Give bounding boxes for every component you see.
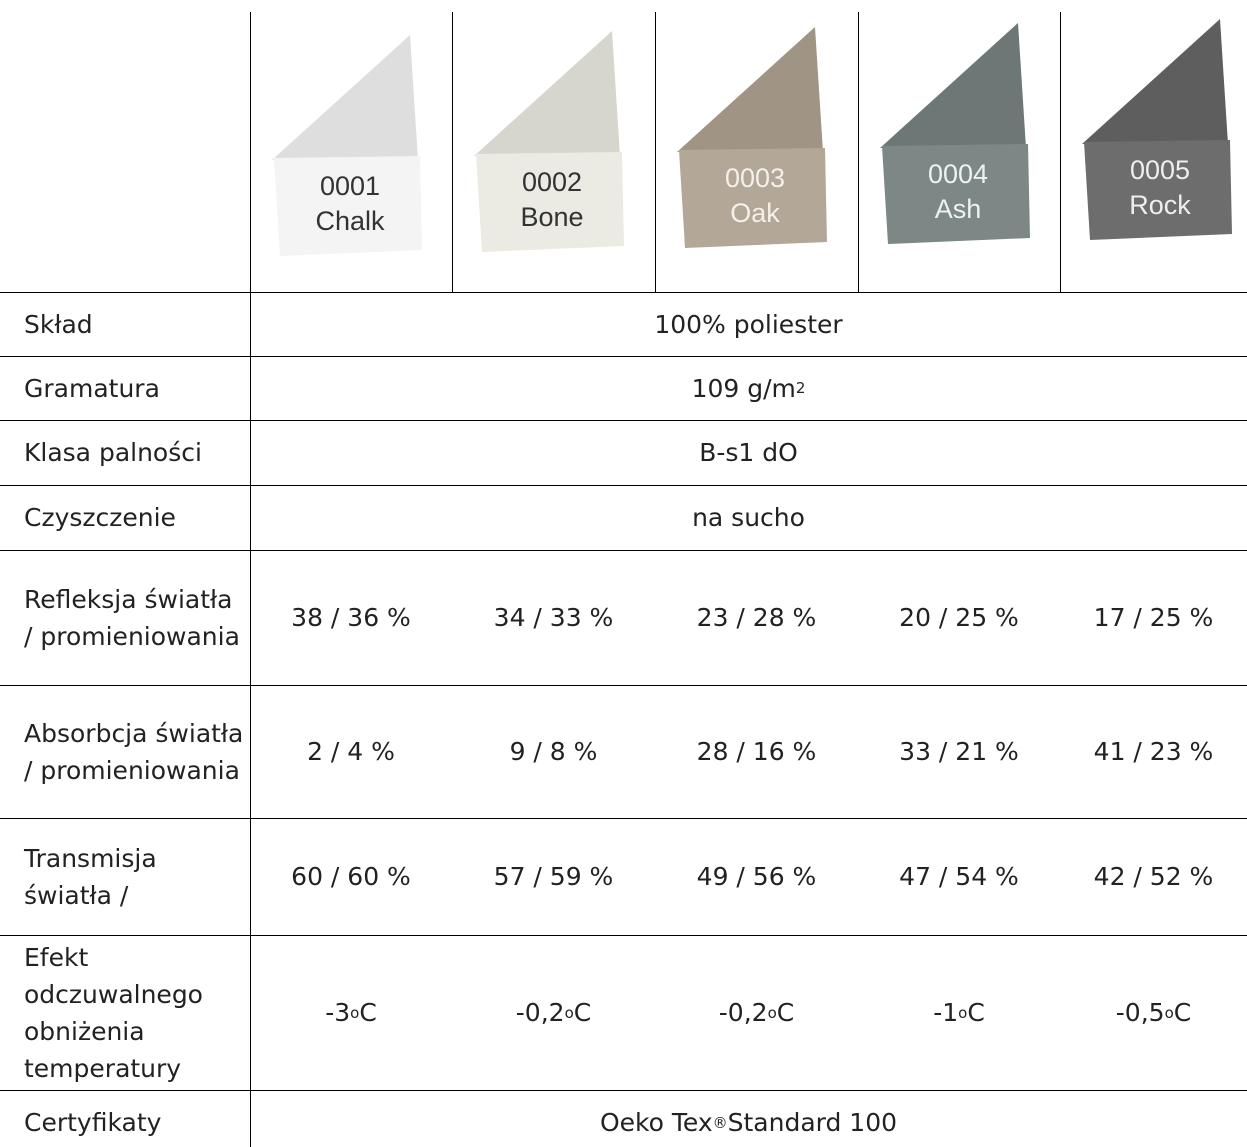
- value-cell: 47 / 54 %: [899, 862, 1019, 891]
- text-part: Standard 100: [727, 1108, 898, 1137]
- swatch-shape: [880, 23, 1026, 148]
- swatch: 0003 Oak: [677, 27, 827, 248]
- column-divider: [452, 12, 453, 292]
- swatch-label: Oak: [730, 198, 780, 228]
- value-cell: 28 / 16 %: [696, 737, 817, 766]
- row-label: Absorbcja światła / promieniowania: [24, 718, 244, 785]
- column-divider: [655, 12, 656, 292]
- swatch-shape: [272, 35, 418, 160]
- row-label: Czyszczenie: [24, 503, 176, 532]
- swatch-shape: [1082, 19, 1228, 144]
- row-divider: [0, 685, 1247, 686]
- swatch-shape: [1084, 140, 1232, 240]
- value-cell: Oeko Tex ® Standard 100: [250, 1090, 1247, 1147]
- value-cell: 42 / 52 %: [1093, 862, 1214, 891]
- text-part: C: [1173, 998, 1192, 1027]
- row-divider: [0, 420, 1247, 421]
- swatch-label: 0002: [522, 167, 582, 197]
- text-part: -0,2: [718, 998, 768, 1027]
- row-divider: [0, 818, 1247, 819]
- row-label: Gramatura: [24, 373, 160, 403]
- value-cell: 38 / 36 %: [291, 603, 411, 632]
- row-label: Certyfikaty: [24, 1108, 162, 1137]
- text-part: -3: [325, 998, 351, 1027]
- value-cell: 57 / 59 %: [493, 862, 614, 891]
- column-divider: [1060, 12, 1061, 292]
- value-cell: 100% poliester: [654, 309, 843, 339]
- swatch-label: 0003: [725, 163, 785, 193]
- swatch: 0004 Ash: [880, 23, 1030, 244]
- value-cell: 60 / 60 %: [291, 862, 411, 891]
- value-cell: 33 / 21 %: [899, 737, 1019, 766]
- value-cell: 49 / 56 %: [696, 862, 817, 891]
- value-cell: 20 / 25 %: [899, 603, 1019, 632]
- row-divider: [0, 292, 1247, 293]
- value-cell: 34 / 33 %: [493, 603, 614, 632]
- row-label: Skład: [24, 309, 93, 339]
- swatch-shape: [677, 27, 823, 152]
- swatch-label: 0004: [928, 159, 988, 189]
- value-cell: na sucho: [692, 503, 805, 532]
- swatch-label: 0001: [320, 171, 380, 201]
- value-cell: 23 / 28 %: [696, 603, 817, 632]
- row-label: Klasa palności: [24, 438, 202, 467]
- swatch-label: 0005: [1130, 155, 1190, 185]
- row-divider: [0, 356, 1247, 357]
- swatch-label: Chalk: [315, 206, 385, 236]
- swatch-shape: [274, 156, 422, 256]
- label-divider: [250, 12, 251, 1147]
- row-divider: [0, 1090, 1247, 1091]
- swatch-shape: [476, 152, 624, 252]
- row-divider: [0, 485, 1247, 486]
- value-cell: 9 / 8 %: [509, 737, 598, 766]
- text-part: Oeko Tex: [599, 1108, 713, 1137]
- text-part: 109 g/m: [691, 373, 796, 403]
- text-part: C: [776, 998, 795, 1027]
- row-label: Refleksja światła / promieniowania: [24, 584, 240, 651]
- column-divider: [858, 12, 859, 292]
- text-part: -0,2: [515, 998, 565, 1027]
- swatch: 0001 Chalk: [272, 35, 422, 256]
- row-label: Transmisja światła /: [24, 843, 157, 910]
- swatch-shape: [474, 31, 620, 156]
- swatch-label: Ash: [935, 194, 982, 224]
- swatch-label: Bone: [520, 202, 583, 232]
- swatch: 0002 Bone: [474, 31, 624, 252]
- value-cell: B-s1 dO: [699, 438, 798, 467]
- row-divider: [0, 935, 1247, 936]
- swatch-shape: [882, 144, 1030, 244]
- value-cell: 17 / 25 %: [1093, 603, 1214, 632]
- value-cell: 2 / 4 %: [307, 737, 395, 766]
- row-label: Efekt odczuwalnego obniżenia temperatury: [24, 942, 203, 1083]
- value-cell: 41 / 23 %: [1093, 737, 1214, 766]
- text-part: -0,5: [1115, 998, 1165, 1027]
- text-part: C: [573, 998, 592, 1027]
- text-part: -1: [933, 998, 959, 1027]
- swatch-label: Rock: [1129, 190, 1191, 220]
- swatch: 0005 Rock: [1082, 19, 1232, 240]
- swatch-shape: [679, 148, 827, 248]
- text-part: C: [359, 998, 377, 1027]
- row-divider: [0, 550, 1247, 551]
- value-cell: 109 g/m 2: [250, 356, 1247, 420]
- text-part: C: [967, 998, 985, 1027]
